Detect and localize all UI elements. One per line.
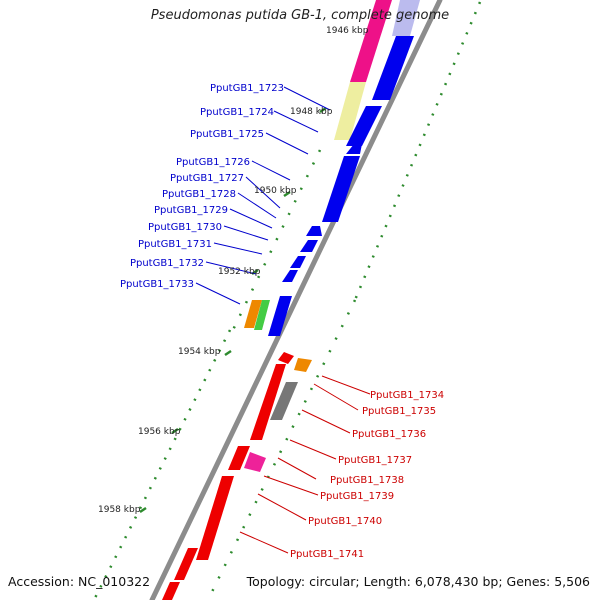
gene-label-1730[interactable]: PputGB1_1730 [148, 222, 222, 233]
inner-tick-row-left [230, 149, 322, 333]
cds-blue-8[interactable] [282, 270, 298, 282]
gene-label-1734[interactable]: PputGB1_1734 [370, 390, 444, 401]
kbp-label-1952: 1952 kbp [218, 267, 261, 277]
kbp-label-1950: 1950 kbp [254, 186, 297, 196]
cds-blue-6[interactable] [300, 240, 318, 252]
cds-blue-9[interactable] [268, 296, 292, 336]
gene-label-1724[interactable]: PputGB1_1724 [200, 107, 274, 118]
gene-label-1740[interactable]: PputGB1_1740 [308, 516, 382, 527]
cds-red-2[interactable] [250, 364, 286, 440]
feature-green[interactable] [254, 300, 270, 330]
gene-label-1725[interactable]: PputGB1_1725 [190, 129, 264, 140]
forward-leader-lines [195, 86, 331, 305]
gene-label-1729[interactable]: PputGB1_1729 [154, 205, 228, 216]
cds-blue-7[interactable] [290, 256, 306, 268]
gene-label-1737[interactable]: PputGB1_1737 [338, 455, 412, 466]
feature-lavender[interactable] [392, 0, 420, 36]
gene-label-1733[interactable]: PputGB1_1733 [120, 279, 194, 290]
cds-red-3[interactable] [228, 446, 250, 470]
cds-red-4[interactable] [196, 476, 234, 560]
kbp-label-1948: 1948 kbp [290, 107, 333, 117]
gene-label-1726[interactable]: PputGB1_1726 [176, 157, 250, 168]
feature-orange-rev[interactable] [294, 358, 312, 372]
cds-red-5[interactable] [174, 548, 198, 580]
kbp-label-1954: 1954 kbp [178, 347, 221, 357]
feature-yellow[interactable] [334, 82, 366, 140]
genome-summary-text: Topology: circular; Length: 6,078,430 bp… [246, 574, 590, 589]
gene-label-1723[interactable]: PputGB1_1723 [210, 83, 284, 94]
gene-label-1738[interactable]: PputGB1_1738 [330, 475, 404, 486]
feature-gray[interactable] [270, 382, 298, 420]
gene-label-1727[interactable]: PputGB1_1727 [170, 173, 244, 184]
reverse-leader-lines [239, 375, 371, 554]
outer-tick-row-left [93, 329, 232, 599]
rna-feature-magenta[interactable] [350, 0, 392, 82]
cds-red-6[interactable] [162, 582, 180, 600]
reverse-strand-features [162, 352, 312, 600]
feature-pink[interactable] [244, 452, 266, 472]
cds-blue-1[interactable] [372, 36, 414, 100]
cds-blue-3[interactable] [346, 144, 362, 154]
cds-blue-4[interactable] [322, 156, 360, 222]
gene-label-1728[interactable]: PputGB1_1728 [162, 189, 236, 200]
gene-label-1731[interactable]: PputGB1_1731 [138, 239, 212, 250]
genome-backbone [149, 0, 443, 600]
cds-red-1[interactable] [278, 352, 294, 364]
kbp-label-1956: 1956 kbp [138, 427, 181, 437]
accession-text: Accession: NC_010322 [8, 574, 151, 589]
forward-strand-features [244, 0, 420, 336]
gene-label-1732[interactable]: PputGB1_1732 [130, 258, 204, 269]
kbp-label-1958: 1958 kbp [98, 505, 141, 515]
feature-orange-fwd[interactable] [244, 300, 262, 328]
gene-label-1739[interactable]: PputGB1_1739 [320, 491, 394, 502]
gene-label-1741[interactable]: PputGB1_1741 [290, 549, 364, 560]
kbp-label-1946: 1946 kbp [326, 26, 369, 36]
kbp-tick-marks [139, 106, 327, 514]
gene-label-1736[interactable]: PputGB1_1736 [352, 429, 426, 440]
cds-blue-2[interactable] [346, 106, 382, 146]
cds-blue-5[interactable] [306, 226, 322, 236]
genome-title: Pseudomonas putida GB-1, complete genome [150, 8, 450, 23]
gene-label-1735[interactable]: PputGB1_1735 [362, 406, 436, 417]
